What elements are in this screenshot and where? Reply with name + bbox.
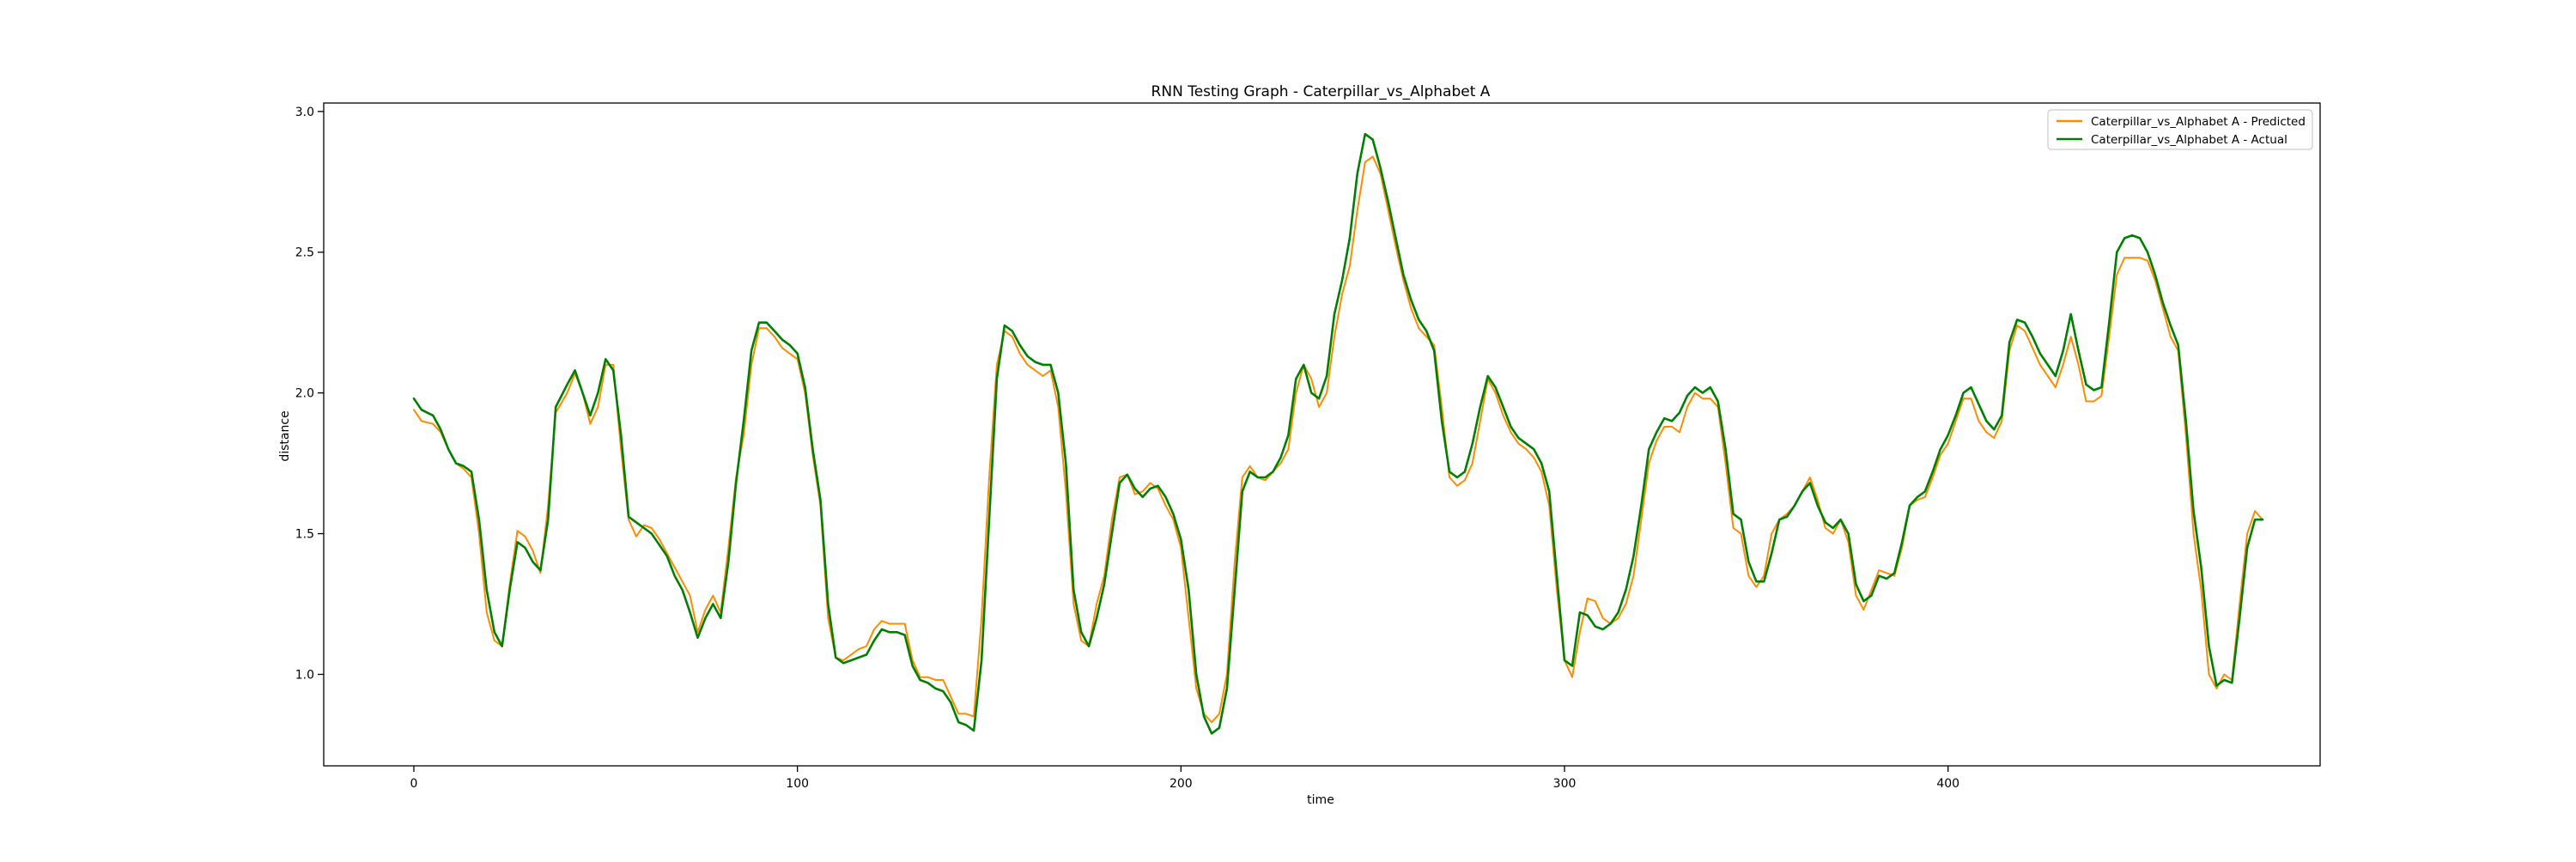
y-axis-label: distance: [278, 410, 292, 461]
chart-title: RNN Testing Graph - Caterpillar_vs_Alpha…: [1151, 83, 1491, 100]
y-tick-label: 1.0: [295, 668, 314, 682]
y-tick-label: 2.0: [295, 387, 314, 401]
y-tick-label: 3.0: [295, 106, 314, 119]
legend-label-actual: Caterpillar_vs_Alphabet A - Actual: [2091, 133, 2287, 147]
legend-box: [2047, 109, 2313, 150]
x-tick-label: 0: [410, 777, 418, 791]
x-tick-label: 100: [786, 777, 809, 791]
plot-frame: [323, 102, 2321, 767]
x-axis-label: time: [1307, 793, 1334, 807]
plot-area: 0 100 200 300 400 1.0 1.5 2.0 2.5 3.0 Caterpillar_…: [295, 102, 2321, 791]
series-line-actual: [412, 132, 2264, 735]
legend-label-predicted: Caterpillar_vs_Alphabet A - Predicted: [2091, 115, 2306, 129]
y-tick-label: 1.5: [295, 528, 314, 542]
y-tick-label: 2.5: [295, 246, 314, 260]
x-tick-label: 300: [1553, 777, 1577, 791]
series-line-predicted: [413, 155, 2263, 724]
x-tick-label: 400: [1936, 777, 1959, 791]
x-tick-label: 200: [1170, 777, 1193, 791]
